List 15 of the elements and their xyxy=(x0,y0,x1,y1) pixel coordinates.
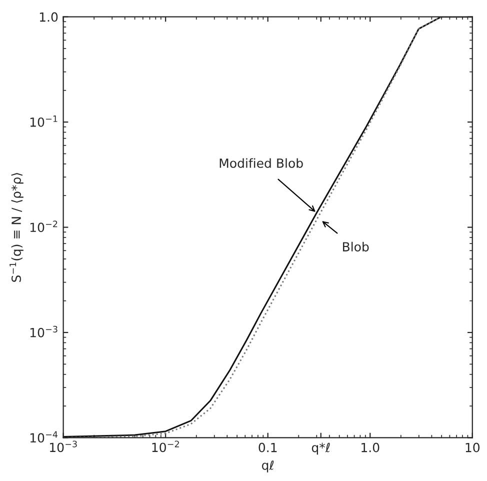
y-tick-label: 10$^{−3}$ xyxy=(30,326,58,338)
y-axis-title: S$^{−1}$(q) ≡ N / ⟨ρ*ρ⟩ xyxy=(10,173,24,282)
x-tick-label: 10$^{−2}$ xyxy=(152,440,179,452)
x-tick-label: 0.1 xyxy=(258,442,277,452)
y-tick-label: 10$^{−1}$ xyxy=(30,116,58,127)
x-tick-label: 10$^{−3}$ xyxy=(50,440,77,452)
annotation: Blob xyxy=(343,242,369,252)
x-axis-title: qℓ xyxy=(262,460,274,472)
x-tick-label: 10 xyxy=(466,442,480,452)
y-tick-label: 10$^{−4}$ xyxy=(30,431,58,443)
y-tick-label: 1.0 xyxy=(40,12,58,22)
x-tick-label: 1.0 xyxy=(362,442,380,452)
y-tick-label: 10$^{−2}$ xyxy=(30,220,58,232)
x-tick-label: q*ℓ xyxy=(312,442,330,455)
annotation: Modified Blob xyxy=(220,158,303,168)
